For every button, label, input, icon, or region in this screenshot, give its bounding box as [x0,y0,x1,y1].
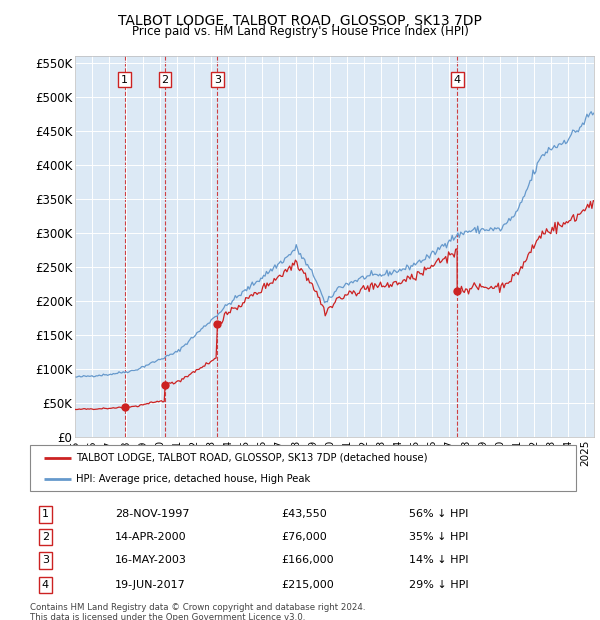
Text: 56% ↓ HPI: 56% ↓ HPI [409,510,469,520]
Text: 29% ↓ HPI: 29% ↓ HPI [409,580,469,590]
Text: 35% ↓ HPI: 35% ↓ HPI [409,532,469,542]
Text: 1: 1 [42,510,49,520]
Text: £43,550: £43,550 [281,510,327,520]
Text: £166,000: £166,000 [281,556,334,565]
Text: 28-NOV-1997: 28-NOV-1997 [115,510,189,520]
Text: 4: 4 [42,580,49,590]
Text: 4: 4 [454,74,461,85]
Text: 19-JUN-2017: 19-JUN-2017 [115,580,185,590]
Text: 3: 3 [214,74,221,85]
Text: TALBOT LODGE, TALBOT ROAD, GLOSSOP, SK13 7DP (detached house): TALBOT LODGE, TALBOT ROAD, GLOSSOP, SK13… [76,453,428,463]
Text: Price paid vs. HM Land Registry's House Price Index (HPI): Price paid vs. HM Land Registry's House … [131,25,469,38]
Text: HPI: Average price, detached house, High Peak: HPI: Average price, detached house, High… [76,474,311,484]
Text: 2: 2 [161,74,169,85]
Text: Contains HM Land Registry data © Crown copyright and database right 2024.
This d: Contains HM Land Registry data © Crown c… [30,603,365,620]
FancyBboxPatch shape [30,445,576,491]
Text: 3: 3 [42,556,49,565]
Text: TALBOT LODGE, TALBOT ROAD, GLOSSOP, SK13 7DP: TALBOT LODGE, TALBOT ROAD, GLOSSOP, SK13… [118,14,482,28]
Text: 14% ↓ HPI: 14% ↓ HPI [409,556,469,565]
Text: £76,000: £76,000 [281,532,327,542]
Text: £215,000: £215,000 [281,580,334,590]
Text: 14-APR-2000: 14-APR-2000 [115,532,186,542]
Text: 2: 2 [42,532,49,542]
Text: 1: 1 [121,74,128,85]
Text: 16-MAY-2003: 16-MAY-2003 [115,556,187,565]
